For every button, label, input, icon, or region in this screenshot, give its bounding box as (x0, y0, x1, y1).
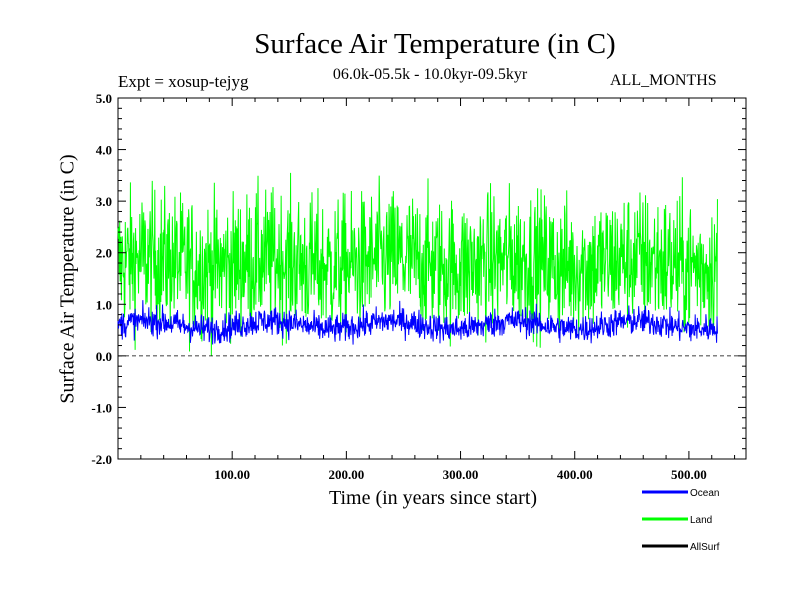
series-land-line (117, 172, 718, 357)
x-tick-label: 400.00 (557, 467, 593, 482)
period-label: 06.0k-05.5k - 10.0kyr-09.5kyr (332, 66, 528, 83)
plot-frame (117, 97, 747, 460)
y-tick-label: 5.0 (96, 91, 112, 106)
legend: Ocean Land AllSurf (642, 488, 720, 553)
x-tick-label: 500.00 (671, 467, 707, 482)
x-tick-label: 100.00 (214, 467, 250, 482)
series-layer (117, 172, 718, 357)
experiment-label: Expt = xosup-tejyg (118, 72, 249, 91)
y-tick-label: 4.0 (96, 143, 112, 158)
series-ocean-line (117, 300, 718, 345)
y-tick-label: 0.0 (96, 349, 112, 364)
legend-label-ocean: Ocean (690, 488, 719, 499)
axis-layer: -2.0 -1.0 0.0 1.0 2.0 3.0 4.0 5.0 100.00 200.00 30… (91, 91, 746, 482)
y-tick-label: 2.0 (96, 246, 112, 261)
legend-label-land: Land (690, 515, 712, 526)
x-tick-label: 300.00 (443, 467, 479, 482)
x-tick-label: 200.00 (328, 467, 364, 482)
y-tick-label: 3.0 (96, 194, 112, 209)
legend-label-allsurf: AllSurf (690, 542, 720, 553)
y-tick-label: -2.0 (91, 452, 112, 467)
months-label: ALL_MONTHS (610, 72, 717, 89)
chart-title: Surface Air Temperature (in C) (254, 28, 616, 60)
y-tick-label: -1.0 (91, 400, 112, 415)
x-axis-label: Time (in years since start) (328, 487, 538, 509)
y-tick-label: 1.0 (96, 297, 112, 312)
